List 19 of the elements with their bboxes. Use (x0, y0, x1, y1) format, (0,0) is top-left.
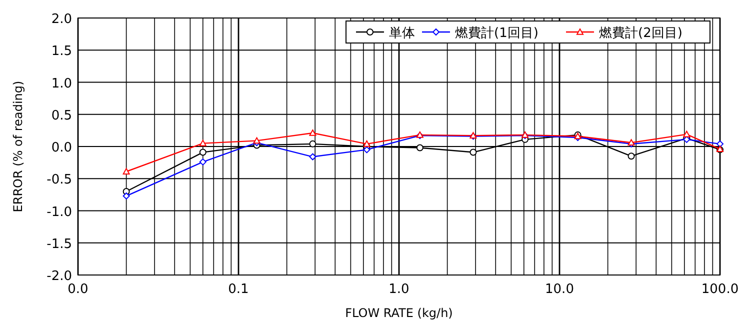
y-tick-label: -1.5 (46, 236, 72, 252)
x-axis-title: FLOW RATE (kg/h) (345, 306, 453, 320)
x-tick-label: 0.0 (68, 282, 88, 297)
legend-label: 燃費計(2回目) (599, 26, 682, 41)
y-tick-label: 0.5 (51, 108, 72, 124)
y-tick-label: 1.0 (51, 76, 72, 92)
y-tick-label: -2.0 (46, 269, 72, 284)
y-tick-label: 0.0 (51, 140, 72, 156)
legend-label: 燃費計(1回目) (455, 26, 538, 41)
x-tick-label: 100.0 (701, 282, 739, 297)
x-tick-label: 1.0 (388, 282, 410, 297)
legend-label: 単体 (389, 26, 415, 41)
y-tick-label: -1.0 (46, 204, 72, 220)
x-tick-label: 0.1 (228, 282, 249, 297)
y-tick-label: -0.5 (46, 172, 72, 188)
y-tick-label: 2.0 (51, 12, 72, 27)
y-tick-label: 1.5 (51, 44, 72, 60)
x-tick-label: 10.0 (545, 282, 574, 297)
y-axis-title: ERROR (% of reading) (11, 80, 25, 212)
